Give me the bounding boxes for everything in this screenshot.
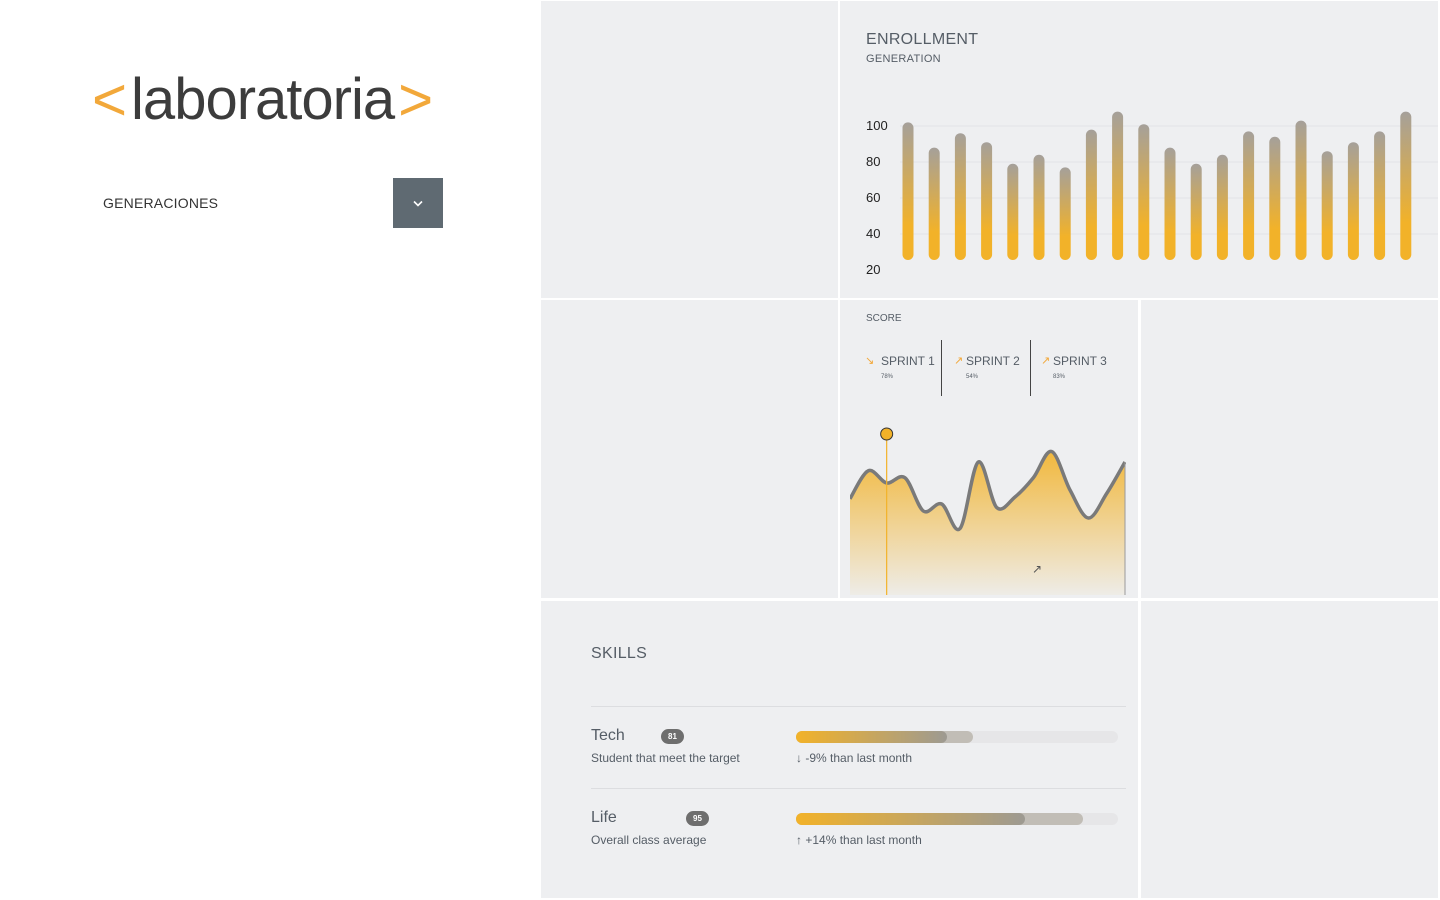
enrollment-bar[interactable] — [1400, 111, 1412, 260]
y-tick-label: 100 — [866, 118, 888, 133]
trend-up-icon: ↗ — [1041, 355, 1051, 367]
enrollment-bar[interactable] — [1243, 131, 1255, 260]
skill-value-fill — [796, 731, 948, 743]
skill-name: Tech — [591, 727, 625, 744]
trend-down-icon: ↘ — [865, 355, 875, 367]
skill-progress-bar — [796, 813, 1118, 825]
skill-description: Student that meet the target — [591, 751, 740, 765]
chevron-down-icon — [413, 200, 423, 207]
enrollment-bar[interactable] — [1085, 129, 1097, 260]
score-panel: SCORE ↘ SPRINT 1 78% ↗ SPRINT 2 54% ↗ SP… — [840, 300, 1138, 598]
empty-tile — [541, 300, 838, 598]
y-tick-label: 60 — [866, 190, 881, 205]
enrollment-bar-chart — [900, 111, 1438, 261]
sprint-1-pct: 78% — [881, 374, 894, 380]
empty-tile — [1141, 300, 1438, 598]
skills-panel: SKILLS Tech 81 Student that meet the tar… — [541, 601, 1138, 898]
sprint-tabs: ↘ SPRINT 1 78% ↗ SPRINT 2 54% ↗ SPRINT 3… — [865, 340, 1117, 396]
enrollment-bar[interactable] — [1295, 120, 1307, 260]
score-title: SCORE — [866, 313, 902, 324]
enrollment-bar[interactable] — [1059, 167, 1071, 260]
score-area-chart — [850, 427, 1126, 595]
trend-up-icon: ↗ — [1032, 562, 1043, 576]
enrollment-bar[interactable] — [1216, 154, 1228, 260]
skill-score-badge: 95 — [686, 811, 709, 826]
score-cursor-marker[interactable] — [880, 427, 894, 441]
sprint-2-pct: 54% — [966, 374, 979, 380]
enrollment-bar[interactable] — [981, 142, 993, 260]
dashboard-grid: ENROLLMENT GENERATION 100 80 60 40 20 SCORE … — [541, 0, 1440, 900]
sidebar: < laboratoria > GENERACIONES — [0, 0, 541, 900]
enrollment-panel: ENROLLMENT GENERATION 100 80 60 40 20 — [840, 1, 1438, 298]
generations-select-label: GENERACIONES — [103, 195, 219, 211]
score-area-fill — [850, 451, 1125, 595]
enrollment-bar[interactable] — [954, 133, 966, 260]
sprint-3-pct: 83% — [1053, 374, 1066, 380]
enrollment-subtitle: GENERATION — [866, 53, 941, 65]
y-tick-label: 40 — [866, 226, 881, 241]
tab-sprint-1[interactable]: ↘ SPRINT 1 78% — [865, 340, 941, 396]
trend-up-icon: ↗ — [954, 355, 964, 367]
empty-tile — [541, 1, 838, 298]
enrollment-bar[interactable] — [1112, 111, 1124, 260]
enrollment-bar[interactable] — [902, 122, 914, 261]
enrollment-bar[interactable] — [928, 147, 940, 260]
skill-score-badge: 81 — [661, 729, 684, 744]
laboratoria-logo: < laboratoria > — [92, 70, 433, 130]
enrollment-bar[interactable] — [1347, 142, 1359, 260]
generations-select[interactable]: GENERACIONES — [92, 178, 443, 228]
empty-tile — [1141, 601, 1438, 898]
enrollment-bar[interactable] — [1321, 151, 1333, 260]
sprint-divider — [1030, 340, 1031, 396]
enrollment-bar[interactable] — [1033, 154, 1045, 260]
sprint-1-label: SPRINT 1 — [881, 354, 935, 368]
tab-sprint-2[interactable]: ↗ SPRINT 2 54% — [942, 340, 1030, 396]
enrollment-bar[interactable] — [1190, 163, 1202, 260]
enrollment-title: ENROLLMENT — [866, 31, 979, 48]
enrollment-bar[interactable] — [1164, 147, 1176, 260]
enrollment-bar[interactable] — [1007, 163, 1019, 260]
skills-title: SKILLS — [591, 645, 648, 662]
sprint-3-label: SPRINT 3 — [1053, 354, 1107, 368]
logo-wordmark: laboratoria — [131, 67, 395, 132]
skill-row-life: Life 95 Overall class average ↑ +14% tha… — [591, 788, 1126, 870]
enrollment-bar[interactable] — [1269, 136, 1281, 260]
score-line — [850, 449, 1126, 532]
skill-value-fill — [796, 813, 1025, 825]
skill-progress-bar — [796, 731, 1118, 743]
enrollment-bar[interactable] — [1138, 124, 1150, 260]
y-tick-label: 20 — [866, 262, 881, 277]
sprint-2-label: SPRINT 2 — [966, 354, 1020, 368]
sprint-divider — [941, 340, 942, 396]
logo-bracket-left: < — [92, 66, 128, 133]
skill-monthly-change: ↓ -9% than last month — [796, 751, 913, 765]
skill-description: Overall class average — [591, 833, 707, 847]
tab-sprint-3[interactable]: ↗ SPRINT 3 83% — [1031, 340, 1117, 396]
y-tick-label: 80 — [866, 154, 881, 169]
logo-bracket-right: > — [398, 66, 434, 133]
enrollment-bar[interactable] — [1374, 131, 1386, 260]
skill-name: Life — [591, 809, 617, 826]
skill-row-tech: Tech 81 Student that meet the target ↓ -… — [591, 706, 1126, 788]
generations-dropdown-button[interactable] — [393, 178, 443, 228]
skill-monthly-change: ↑ +14% than last month — [796, 833, 922, 847]
